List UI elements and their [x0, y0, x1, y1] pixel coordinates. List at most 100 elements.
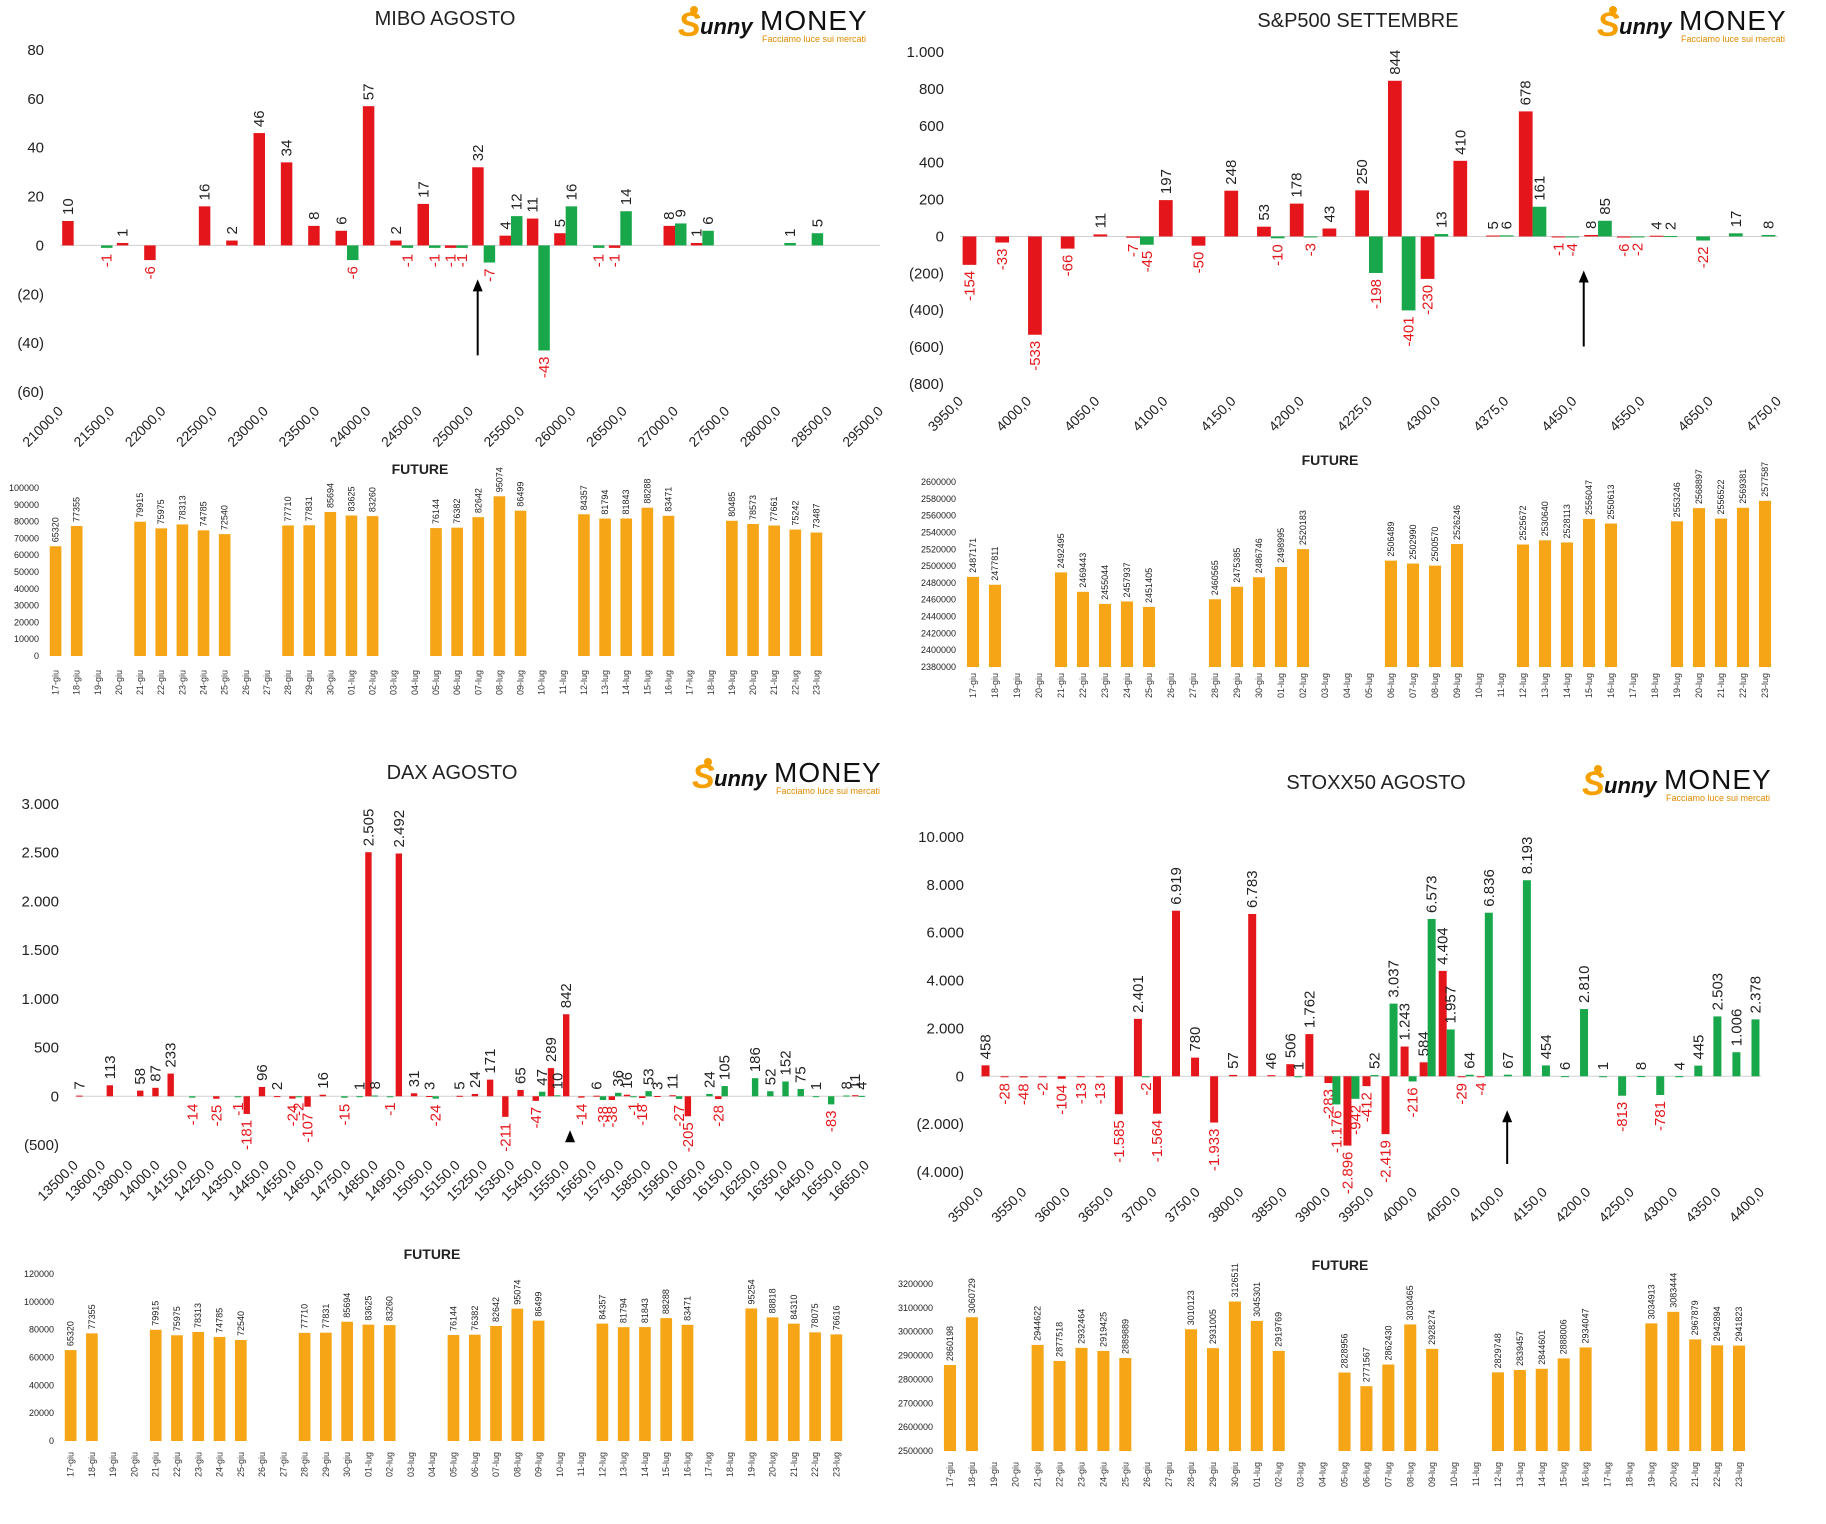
future-y-tick: 2420000: [921, 628, 956, 638]
future-date-label: 16-lug: [663, 670, 673, 695]
data-label: -2: [1035, 1082, 1052, 1095]
future-date-label: 08-lug: [494, 670, 504, 695]
future-title: FUTURE: [1312, 1257, 1369, 1273]
bar-mibo: [444, 245, 457, 248]
future-date-label: 23-lug: [1734, 1462, 1744, 1487]
bar-dax: [432, 1096, 439, 1099]
future-bar: [1054, 572, 1068, 667]
future-bar: [345, 515, 358, 656]
data-label: -10: [1270, 244, 1287, 266]
future-value-label: 2526246: [1452, 505, 1462, 540]
data-label: 3: [421, 1082, 438, 1090]
data-label: 6: [333, 216, 350, 224]
future-date-label: 04-lug: [1342, 673, 1352, 698]
future-date-label: 20-giu: [129, 1452, 139, 1477]
x-tick-label: 4225,0: [1334, 393, 1376, 435]
chart-stoxx50: STOXX50 AGOSTO 10.000 8.000 6.000 4.000 2.000…: [916, 772, 1767, 1225]
future-date-label: 30-giu: [325, 670, 335, 695]
y-tick-label: 400: [919, 155, 944, 172]
data-label: 9: [673, 209, 690, 217]
future-bar: [1406, 563, 1420, 667]
y-tick-label: 800: [919, 81, 944, 98]
logo-s-letter: S: [678, 6, 701, 44]
y-tick-label: (200): [909, 265, 944, 282]
future-bar: [1560, 542, 1574, 667]
data-label: 678: [1518, 80, 1535, 105]
future-value-label: 83260: [368, 487, 378, 512]
bar-stoxx50: [1305, 1034, 1314, 1077]
future-bar: [578, 514, 590, 656]
bar-dax: [797, 1088, 804, 1097]
x-tick-label: 4050,0: [1061, 393, 1103, 435]
future-title: FUTURE: [1302, 452, 1359, 468]
data-label: -198: [1368, 279, 1385, 309]
data-label: 10: [549, 1073, 566, 1090]
bar-mibo: [608, 245, 621, 248]
future-date-label: 20-lug: [748, 670, 758, 695]
bar-sp500: [1355, 190, 1369, 237]
future-value-label: 85694: [325, 483, 335, 508]
y-tick-label: 0: [936, 228, 944, 245]
future-value-label: 77661: [769, 496, 779, 521]
future-bar: [1491, 1372, 1504, 1451]
future-bar: [234, 1340, 247, 1441]
data-label: 65: [513, 1067, 530, 1084]
bar-dax: [858, 1095, 865, 1097]
future-y-tick: 40000: [14, 584, 39, 594]
future-value-label: 2498995: [1276, 528, 1286, 563]
future-date-label: 11-lug: [1471, 1462, 1481, 1486]
bar-stoxx50: [1141, 1076, 1150, 1078]
data-label: -211: [497, 1123, 514, 1152]
data-label: -4: [1564, 243, 1581, 256]
data-label: 445: [1690, 1035, 1707, 1060]
arrow-head-icon: [1502, 1110, 1513, 1123]
future-date-label: 19-giu: [1012, 673, 1022, 698]
bar-sp500: [1584, 234, 1599, 237]
future-value-label: 78075: [810, 1303, 820, 1328]
future-date-label: 11-lug: [576, 1452, 586, 1476]
future-date-label: 29-giu: [321, 1452, 331, 1477]
future-date-label: 30-giu: [342, 1452, 352, 1477]
future-y-tick: 60000: [29, 1353, 54, 1363]
y-tick-label: 1.000: [906, 44, 944, 61]
bar-sp500: [1663, 236, 1678, 238]
future-value-label: 83471: [682, 1296, 692, 1321]
future-value-label: 78573: [748, 495, 758, 520]
bar-stoxx50: [1713, 1016, 1722, 1077]
y-tick-label: (4.000): [916, 1164, 964, 1181]
bar-mibo: [554, 233, 566, 246]
bar-sp500: [1224, 190, 1239, 237]
bar-mibo: [499, 235, 511, 246]
future-bar: [1031, 1344, 1044, 1451]
future-value-label: 81843: [640, 1298, 650, 1323]
future-date-label: 20-giu: [1034, 673, 1044, 698]
future-value-label: 88288: [661, 1289, 671, 1314]
future-bar: [1711, 1345, 1724, 1451]
data-label: 8: [661, 212, 678, 220]
bar-dax: [608, 1096, 616, 1100]
future-value-label: 2469443: [1078, 553, 1088, 588]
future-date-label: 28-giu: [300, 1452, 310, 1477]
future-date-label: 18-giu: [72, 670, 82, 695]
logo-unny-text: unny: [700, 14, 754, 39]
bar-sp500: [1532, 206, 1547, 237]
data-label: 8.193: [1519, 837, 1536, 875]
future-value-label: 2844601: [1537, 1330, 1547, 1365]
future-date-label: 05-lug: [449, 1452, 459, 1477]
data-label: -6: [1616, 244, 1633, 257]
bar-stoxx50: [1541, 1065, 1550, 1077]
bar-mibo: [362, 106, 375, 246]
data-label: 410: [1452, 130, 1469, 155]
x-tick-label: 23500,0: [275, 403, 322, 450]
y-tick-label: 1.000: [21, 991, 59, 1008]
future-date-label: 23-giu: [177, 670, 187, 695]
x-tick-label: 29500,0: [839, 403, 886, 450]
logo-sun-icon: [1594, 765, 1602, 773]
future-bar: [660, 1318, 673, 1441]
future-value-label: 73487: [811, 504, 821, 529]
future-value-label: 2860198: [945, 1326, 955, 1361]
bar-sp500: [1060, 236, 1075, 249]
bar-stoxx50: [1465, 1074, 1474, 1077]
y-tick-label: 0: [36, 237, 44, 254]
